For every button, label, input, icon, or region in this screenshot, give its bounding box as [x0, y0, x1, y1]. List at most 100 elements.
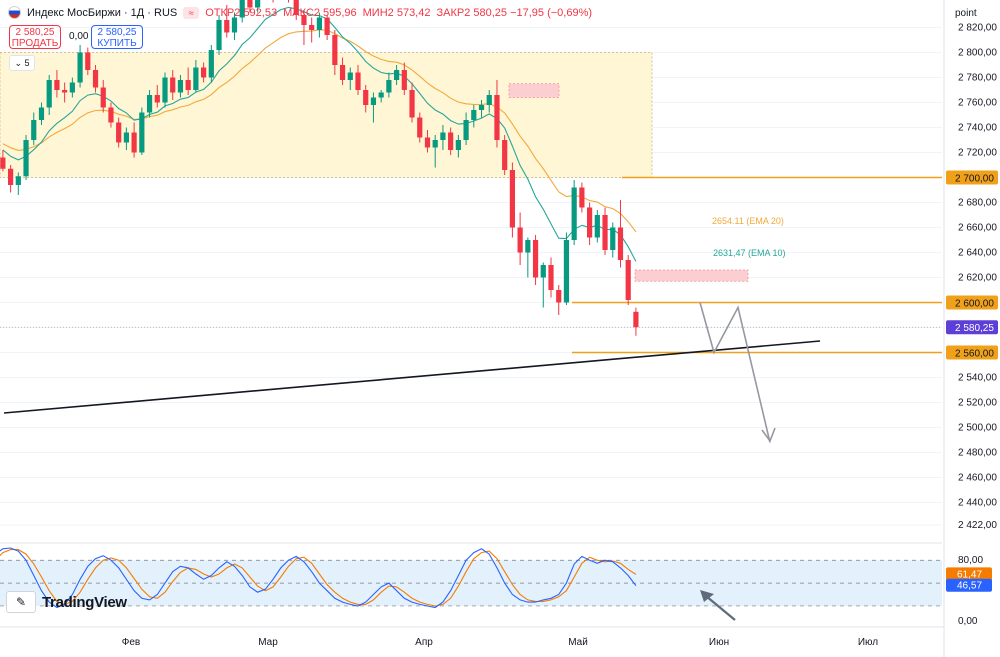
candle-body [38, 107, 45, 120]
sell-price: 2 580,25 [15, 27, 55, 38]
candle-body [478, 105, 485, 110]
candle [131, 122, 137, 158]
candle-body [54, 80, 60, 90]
candle [417, 112, 423, 143]
osc-tick-label: 0,00 [958, 616, 978, 627]
month-label: Май [568, 637, 588, 648]
candle-body [347, 72, 353, 80]
candle [108, 102, 114, 128]
candle-body [532, 240, 539, 278]
candle [0, 150, 6, 172]
candle-body [386, 80, 392, 93]
symbol-title[interactable]: Индекс МосБиржи · 1Д · RUS [27, 6, 178, 19]
month-label: Июл [858, 637, 878, 648]
price-tick-label: 2 720,00 [958, 148, 997, 159]
candle [177, 75, 184, 98]
price-badge-label: 2 580,25 [955, 323, 994, 334]
candle-body [486, 95, 492, 105]
candle [231, 12, 238, 40]
projection-arrow [699, 302, 771, 443]
candle [455, 135, 461, 158]
candle [633, 307, 639, 336]
candle-body [46, 80, 52, 108]
sell-button[interactable]: 2 580,25 ПРОДАТЬ [9, 25, 61, 49]
ema20-label: 2654.11 (EMA 20) [712, 216, 784, 226]
month-label: Фев [122, 637, 140, 648]
candle-body [432, 140, 438, 148]
resistance-box [634, 269, 749, 282]
candle-body [208, 50, 214, 78]
candle [540, 262, 546, 308]
stoch-arrow-head [700, 590, 714, 602]
price-tick-label: 2 440,00 [958, 498, 997, 509]
candle [394, 65, 400, 85]
price-tick-label: 2 800,00 [958, 48, 997, 59]
price-tick-label: 2 680,00 [958, 198, 997, 209]
candle [471, 105, 477, 128]
candle-body [193, 67, 199, 90]
candle [448, 127, 454, 155]
candle-body [417, 117, 423, 138]
sell-label: ПРОДАТЬ [11, 38, 59, 49]
candle [69, 77, 75, 98]
candle [532, 235, 539, 285]
candle [494, 80, 500, 148]
candle [478, 100, 485, 118]
candle [587, 202, 593, 245]
osc-badge [946, 567, 992, 581]
candle-body [339, 65, 346, 80]
price-tick-label: 2 760,00 [958, 98, 997, 109]
candle [347, 67, 353, 90]
candle [247, 0, 253, 13]
candle-body [224, 20, 230, 33]
stoch-k-line [0, 547, 637, 609]
candle [224, 5, 230, 38]
candle-body [471, 110, 477, 120]
candle [123, 127, 129, 150]
candle [146, 90, 153, 118]
buy-button[interactable]: 2 580,25 КУПИТЬ [91, 25, 143, 49]
price-tick-label: 2 660,00 [958, 223, 997, 234]
candle [92, 65, 99, 93]
candle [116, 117, 122, 148]
candle [370, 92, 377, 123]
price-badge [946, 320, 998, 335]
candle [424, 130, 431, 153]
candle-body [610, 227, 616, 250]
oscillator-panel [0, 547, 942, 621]
tradingview-logo[interactable]: ✎ TradingView [6, 591, 127, 613]
scale-mode-label[interactable]: point [955, 8, 977, 19]
candles-layer[interactable] [0, 0, 639, 336]
draw-tool-icon[interactable]: ✎ [6, 591, 36, 613]
candle-body [571, 187, 577, 240]
candle [502, 135, 508, 175]
ohlc-open: ОТКР2 592,53 [205, 6, 278, 19]
price-tick-label: 2 740,00 [958, 123, 997, 134]
buy-price: 2 580,25 [97, 27, 137, 38]
price-badge [946, 345, 998, 360]
candle-body [100, 87, 106, 108]
candle-body [587, 207, 593, 238]
price-tick-label: 2 422,00 [958, 520, 997, 531]
candle [332, 30, 338, 75]
candle [100, 80, 106, 113]
indicator-count-toggle[interactable]: ⌄ 5 [9, 55, 35, 71]
candle-body [440, 132, 446, 140]
candle-body [502, 140, 508, 170]
eye-icon[interactable]: ≈ [183, 6, 200, 19]
annotations-layer: 2654.11 (EMA 20) 2631,47 (EMA 10) [699, 216, 786, 443]
price-badge-label: 2 700,00 [955, 174, 994, 185]
candle-body [170, 77, 176, 93]
price-tick-label: 2 540,00 [958, 373, 997, 384]
logo-text: TradingView [42, 593, 127, 611]
osc-badge-label: 46,57 [957, 581, 982, 592]
candle-body [131, 132, 137, 153]
price-tick-label: 2 480,00 [958, 448, 997, 459]
candle-body [401, 70, 407, 90]
candle-body [31, 120, 37, 140]
candle [378, 90, 384, 103]
candle-body [139, 112, 145, 153]
price-tick-label: 2 500,00 [958, 423, 997, 434]
candle-body [540, 265, 546, 278]
